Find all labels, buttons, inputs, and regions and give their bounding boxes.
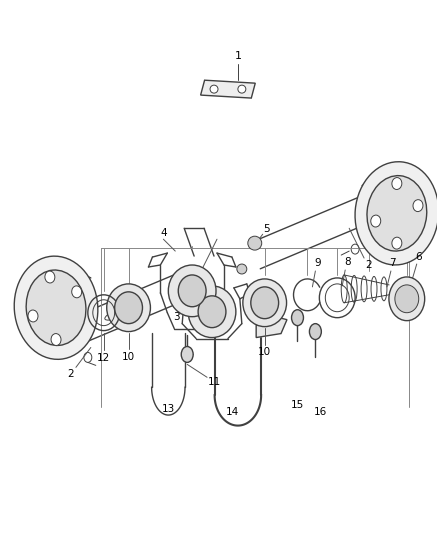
Polygon shape [256,316,287,337]
Ellipse shape [238,85,246,93]
Ellipse shape [14,256,98,359]
Text: 5: 5 [263,224,270,234]
Text: 16: 16 [314,407,327,417]
Ellipse shape [26,270,86,345]
Ellipse shape [72,286,81,298]
Ellipse shape [355,161,438,265]
Text: 14: 14 [226,407,240,417]
Ellipse shape [395,285,419,313]
Ellipse shape [181,346,193,362]
Ellipse shape [51,334,61,345]
Ellipse shape [45,271,55,283]
Ellipse shape [237,264,247,274]
Ellipse shape [371,215,381,227]
Ellipse shape [392,237,402,249]
Ellipse shape [115,292,142,324]
Text: 7: 7 [389,258,396,268]
Ellipse shape [392,177,402,190]
Text: 13: 13 [162,404,175,414]
Text: 6: 6 [415,252,422,262]
Text: 10: 10 [258,348,271,358]
Text: 4: 4 [160,228,167,238]
Text: 15: 15 [291,400,304,410]
Ellipse shape [243,279,286,327]
Text: 12: 12 [97,353,110,364]
Ellipse shape [188,286,236,337]
Ellipse shape [198,296,226,328]
Ellipse shape [367,176,427,251]
Text: 3: 3 [173,312,180,322]
Ellipse shape [251,287,279,319]
Text: 1: 1 [234,51,241,61]
Ellipse shape [389,277,425,321]
Ellipse shape [413,200,423,212]
Text: 2: 2 [366,260,372,270]
Ellipse shape [28,310,38,322]
Text: 2: 2 [67,369,74,379]
Text: 9: 9 [314,258,321,268]
Ellipse shape [210,85,218,93]
Text: 8: 8 [344,257,350,267]
Ellipse shape [178,275,206,307]
Ellipse shape [107,284,150,332]
Ellipse shape [309,324,321,340]
Polygon shape [201,80,255,98]
Ellipse shape [292,310,304,326]
Ellipse shape [248,236,262,250]
Text: 10: 10 [122,352,135,362]
Text: 11: 11 [208,377,221,387]
Ellipse shape [168,265,216,317]
